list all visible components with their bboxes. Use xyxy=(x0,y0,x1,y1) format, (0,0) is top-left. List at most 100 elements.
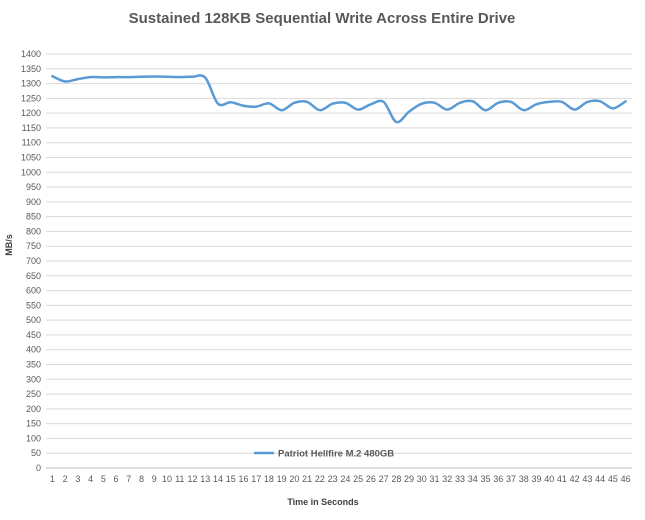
y-tick-label: 500 xyxy=(26,315,41,325)
data-point xyxy=(51,75,54,77)
y-tick-label: 1200 xyxy=(21,108,41,118)
y-tick-label: 1300 xyxy=(21,79,41,89)
data-point xyxy=(102,76,105,79)
data-point xyxy=(153,75,156,78)
y-tick-label: 250 xyxy=(26,389,41,399)
x-tick-label: 22 xyxy=(315,474,325,484)
x-tick-label: 31 xyxy=(430,474,440,484)
data-point xyxy=(331,102,334,105)
y-tick-label: 0 xyxy=(36,463,41,473)
x-tick-label: 38 xyxy=(519,474,529,484)
data-point xyxy=(229,101,232,103)
y-tick-label: 750 xyxy=(26,241,41,251)
y-tick-label: 1250 xyxy=(21,93,41,103)
x-tick-label: 11 xyxy=(175,474,184,484)
data-point xyxy=(64,80,66,83)
data-point xyxy=(191,75,194,78)
data-point xyxy=(268,102,270,105)
data-point xyxy=(484,109,487,111)
x-tick-label: 20 xyxy=(289,474,299,484)
data-point xyxy=(280,109,283,111)
data-point xyxy=(293,101,296,104)
data-point xyxy=(178,76,181,78)
y-tick-label: 1100 xyxy=(22,138,41,148)
x-tick-label: 17 xyxy=(251,474,261,484)
x-axis-ticks: 1 2 3 4 5 6 7 8 9 10 11 12 13 14 15 16 17 18 19 20 21 22 23 24 2… xyxy=(50,474,631,484)
x-tick-label: 4 xyxy=(88,474,93,484)
x-tick-label: 28 xyxy=(391,474,401,484)
series-layer xyxy=(51,74,627,124)
y-axis-ticks: 0 50 100 150 200 250 300 350 400 450 500 550 600 650 7… xyxy=(21,49,41,473)
data-point xyxy=(561,101,563,103)
x-tick-label: 37 xyxy=(506,474,516,484)
y-tick-label: 300 xyxy=(26,374,41,384)
data-point xyxy=(140,75,143,78)
x-tick-label: 39 xyxy=(531,474,541,484)
data-point xyxy=(421,102,423,105)
x-axis-label: Time in Seconds xyxy=(287,497,358,507)
data-point xyxy=(599,100,601,103)
x-tick-label: 34 xyxy=(468,474,478,484)
x-tick-label: 6 xyxy=(114,474,119,484)
x-tick-label: 35 xyxy=(480,474,490,484)
x-tick-label: 2 xyxy=(63,474,68,484)
data-point xyxy=(217,102,219,105)
data-point xyxy=(306,101,308,103)
x-tick-label: 32 xyxy=(442,474,452,484)
x-tick-label: 15 xyxy=(226,474,236,484)
x-tick-label: 13 xyxy=(200,474,210,484)
y-tick-label: 700 xyxy=(26,256,41,266)
x-tick-label: 40 xyxy=(544,474,554,484)
y-axis-label: MB/s xyxy=(4,234,14,256)
data-point xyxy=(242,104,245,107)
data-point xyxy=(471,100,474,103)
y-tick-label: 1400 xyxy=(21,49,41,59)
y-tick-label: 600 xyxy=(26,286,41,296)
y-tick-label: 450 xyxy=(26,330,41,340)
y-tick-label: 50 xyxy=(31,448,41,458)
y-tick-label: 1050 xyxy=(21,153,41,163)
x-tick-label: 24 xyxy=(340,474,350,484)
gridlines xyxy=(46,53,632,454)
x-tick-label: 45 xyxy=(608,474,618,484)
x-tick-label: 7 xyxy=(126,474,131,484)
data-point xyxy=(573,108,576,111)
data-point xyxy=(624,100,627,103)
data-point xyxy=(497,101,500,104)
y-tick-label: 400 xyxy=(26,345,41,355)
data-point xyxy=(548,101,550,103)
data-point xyxy=(382,101,385,103)
x-tick-label: 19 xyxy=(277,474,287,484)
data-point xyxy=(408,110,410,113)
x-tick-label: 29 xyxy=(404,474,414,484)
x-tick-label: 18 xyxy=(264,474,274,484)
x-tick-label: 10 xyxy=(162,474,172,484)
data-point xyxy=(128,76,130,78)
data-point xyxy=(510,101,512,103)
data-point xyxy=(586,101,589,103)
x-tick-label: 36 xyxy=(493,474,503,484)
data-point xyxy=(433,101,436,104)
x-tick-label: 41 xyxy=(557,474,567,484)
x-tick-label: 25 xyxy=(353,474,363,484)
data-point xyxy=(370,103,372,106)
chart-title: Sustained 128KB Sequential Write Across … xyxy=(129,10,516,27)
data-point xyxy=(344,101,347,104)
legend-label: Patriot Hellfire M.2 480GB xyxy=(278,449,394,460)
x-tick-label: 23 xyxy=(328,474,338,484)
y-tick-label: 1000 xyxy=(21,167,41,177)
x-tick-label: 26 xyxy=(366,474,376,484)
data-point xyxy=(89,76,92,78)
x-tick-label: 46 xyxy=(621,474,631,484)
x-tick-label: 16 xyxy=(238,474,248,484)
y-tick-label: 1150 xyxy=(22,123,41,133)
series-line xyxy=(51,74,627,124)
x-tick-label: 9 xyxy=(152,474,157,484)
data-point xyxy=(115,76,117,78)
y-tick-label: 150 xyxy=(26,419,41,429)
data-point xyxy=(459,101,461,104)
x-tick-label: 1 xyxy=(50,474,55,484)
data-point xyxy=(395,121,398,123)
